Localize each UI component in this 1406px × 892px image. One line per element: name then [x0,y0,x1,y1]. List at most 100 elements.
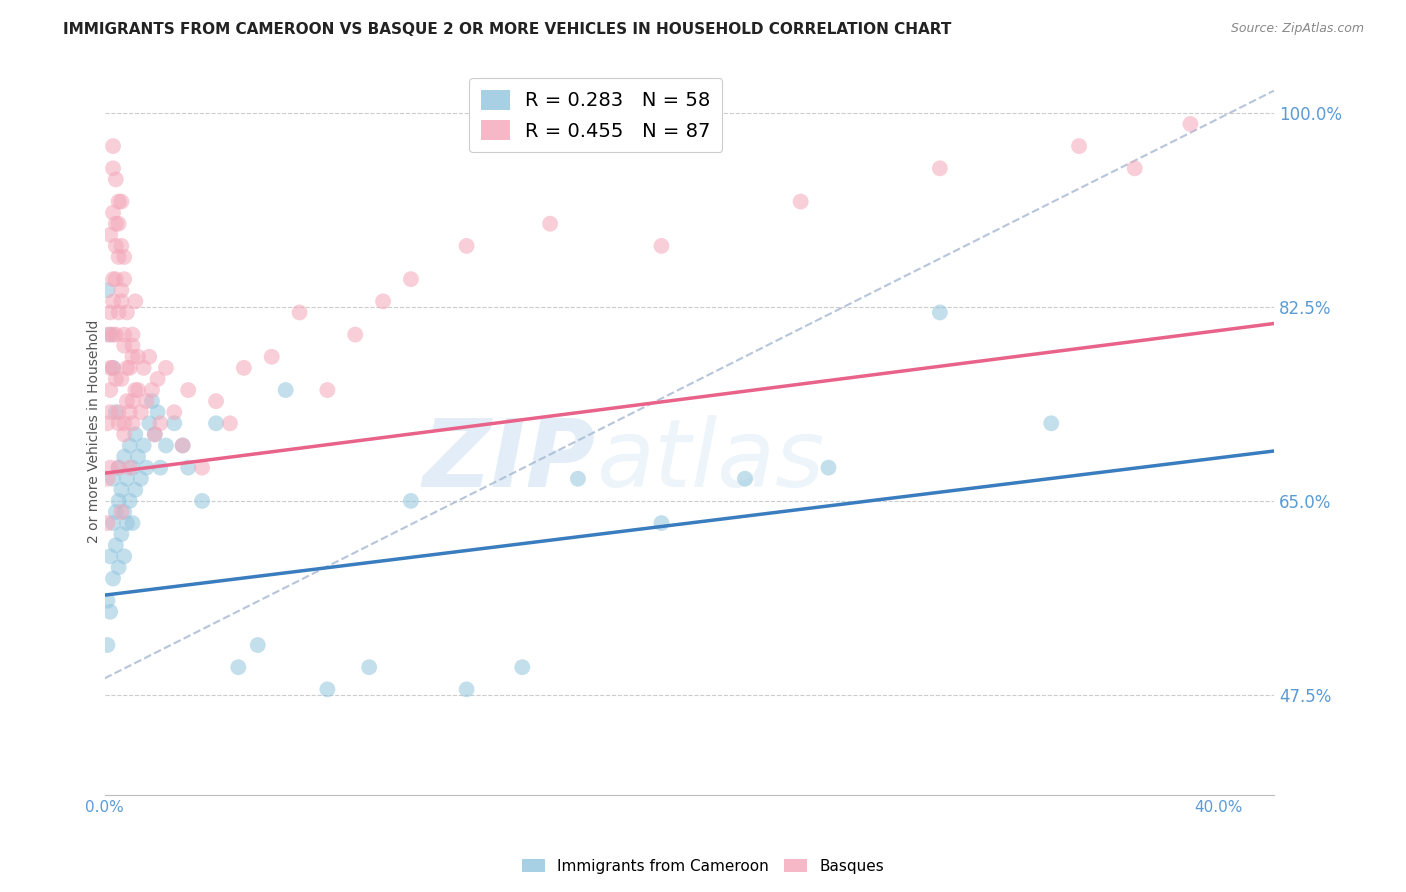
Point [177,383,200,397]
Point [101,516,124,530]
Point [98,227,121,242]
Point [96,283,118,297]
Point [104,405,127,419]
Point [141,394,163,409]
Point [107,250,129,264]
Point [205,394,228,409]
Point [107,494,129,508]
Point [124,383,146,397]
Point [316,682,339,697]
Point [928,305,950,319]
Point [110,527,132,541]
Point [110,239,132,253]
Point [101,360,124,375]
Point [274,383,297,397]
Text: IMMIGRANTS FROM CAMEROON VS BASQUE 2 OR MORE VEHICLES IN HOUSEHOLD CORRELATION C: IMMIGRANTS FROM CAMEROON VS BASQUE 2 OR … [63,22,952,37]
Point [104,239,127,253]
Point [104,217,127,231]
Point [112,327,135,342]
Point [177,460,200,475]
Point [359,660,381,674]
Point [101,272,124,286]
Text: atlas: atlas [596,415,824,506]
Point [115,394,138,409]
Point [110,294,132,309]
Point [127,450,149,464]
Point [127,350,149,364]
Point [246,638,269,652]
Point [104,327,127,342]
Point [121,460,143,475]
Point [98,360,121,375]
Point [155,360,177,375]
Point [1123,161,1146,176]
Point [98,460,121,475]
Point [101,161,124,176]
Point [399,494,422,508]
Point [456,682,478,697]
Point [143,427,166,442]
Point [110,372,132,386]
Point [110,505,132,519]
Point [98,383,121,397]
Point [163,417,186,431]
Point [96,516,118,530]
Point [104,172,127,186]
Point [650,516,672,530]
Point [107,194,129,209]
Point [1040,417,1063,431]
Point [104,538,127,552]
Point [1067,139,1090,153]
Point [118,360,141,375]
Point [124,483,146,497]
Point [101,294,124,309]
Point [191,460,214,475]
Point [98,549,121,564]
Point [115,516,138,530]
Point [789,194,811,209]
Point [101,360,124,375]
Point [129,405,152,419]
Point [98,405,121,419]
Point [101,472,124,486]
Point [124,294,146,309]
Text: ZIP: ZIP [423,415,596,507]
Point [118,460,141,475]
Point [112,427,135,442]
Point [118,438,141,452]
Point [567,472,589,486]
Point [121,394,143,409]
Point [135,460,157,475]
Point [344,327,367,342]
Point [538,217,561,231]
Point [112,250,135,264]
Point [650,239,672,253]
Point [817,460,839,475]
Point [98,327,121,342]
Point [96,417,118,431]
Point [112,450,135,464]
Point [96,593,118,607]
Point [124,427,146,442]
Legend: R = 0.283   N = 58, R = 0.455   N = 87: R = 0.283 N = 58, R = 0.455 N = 87 [470,78,723,153]
Point [155,438,177,452]
Point [107,417,129,431]
Point [96,472,118,486]
Point [219,417,242,431]
Point [232,360,254,375]
Point [129,472,152,486]
Point [143,427,166,442]
Point [118,405,141,419]
Point [121,339,143,353]
Y-axis label: 2 or more Vehicles in Household: 2 or more Vehicles in Household [87,320,101,543]
Point [104,272,127,286]
Point [107,217,129,231]
Point [456,239,478,253]
Point [127,383,149,397]
Point [260,350,283,364]
Point [101,572,124,586]
Point [96,327,118,342]
Point [104,372,127,386]
Point [112,505,135,519]
Point [107,305,129,319]
